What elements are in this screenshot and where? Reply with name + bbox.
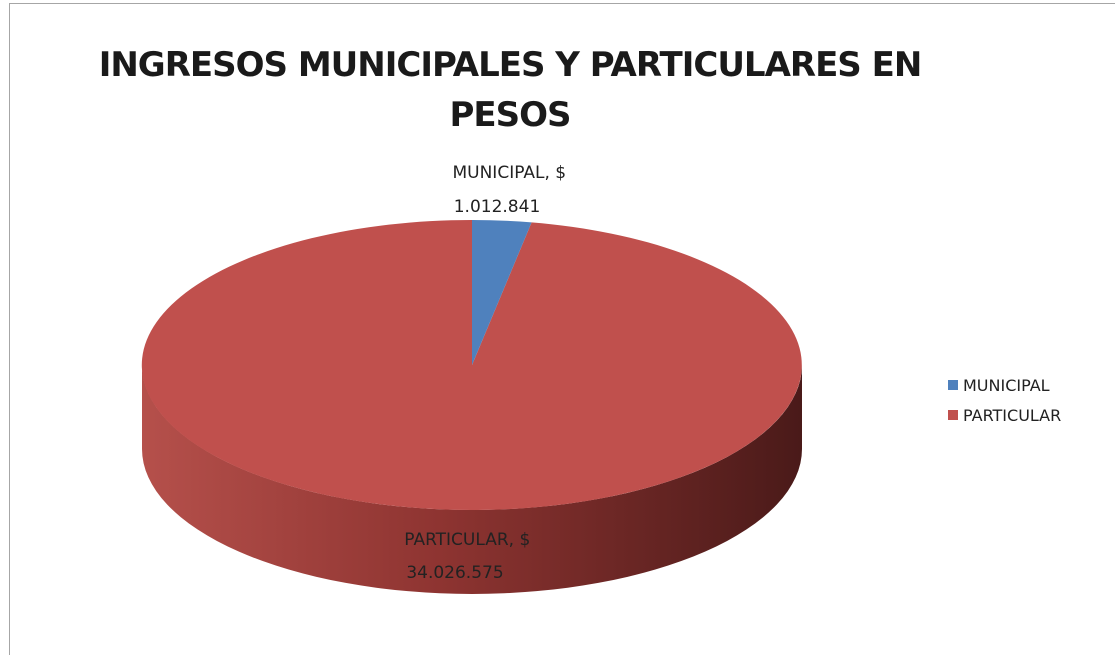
chart-title-line1: INGRESOS MUNICIPALES Y PARTICULARES EN (60, 40, 960, 90)
legend-swatch-particular (948, 410, 958, 420)
legend-item-municipal: MUNICIPAL (948, 370, 1061, 400)
chart-legend: MUNICIPAL PARTICULAR (948, 370, 1061, 430)
legend-item-particular: PARTICULAR (948, 400, 1061, 430)
chart-title-line2: PESOS (60, 90, 960, 140)
data-label-municipal: MUNICIPAL, $ 1.012.841 (452, 163, 571, 217)
pie-slice-particular (142, 220, 802, 510)
legend-label-municipal: MUNICIPAL (963, 376, 1050, 395)
data-label-municipal-line1: MUNICIPAL, $ (452, 163, 566, 183)
data-label-particular-line1: PARTICULAR, $ (404, 530, 530, 550)
data-label-particular-line2: 34.026.575 (406, 563, 503, 583)
legend-label-particular: PARTICULAR (963, 406, 1061, 425)
legend-swatch-municipal (948, 380, 958, 390)
data-label-municipal-line2: 1.012.841 (454, 197, 541, 217)
chart-title: INGRESOS MUNICIPALES Y PARTICULARES EN P… (60, 40, 960, 140)
